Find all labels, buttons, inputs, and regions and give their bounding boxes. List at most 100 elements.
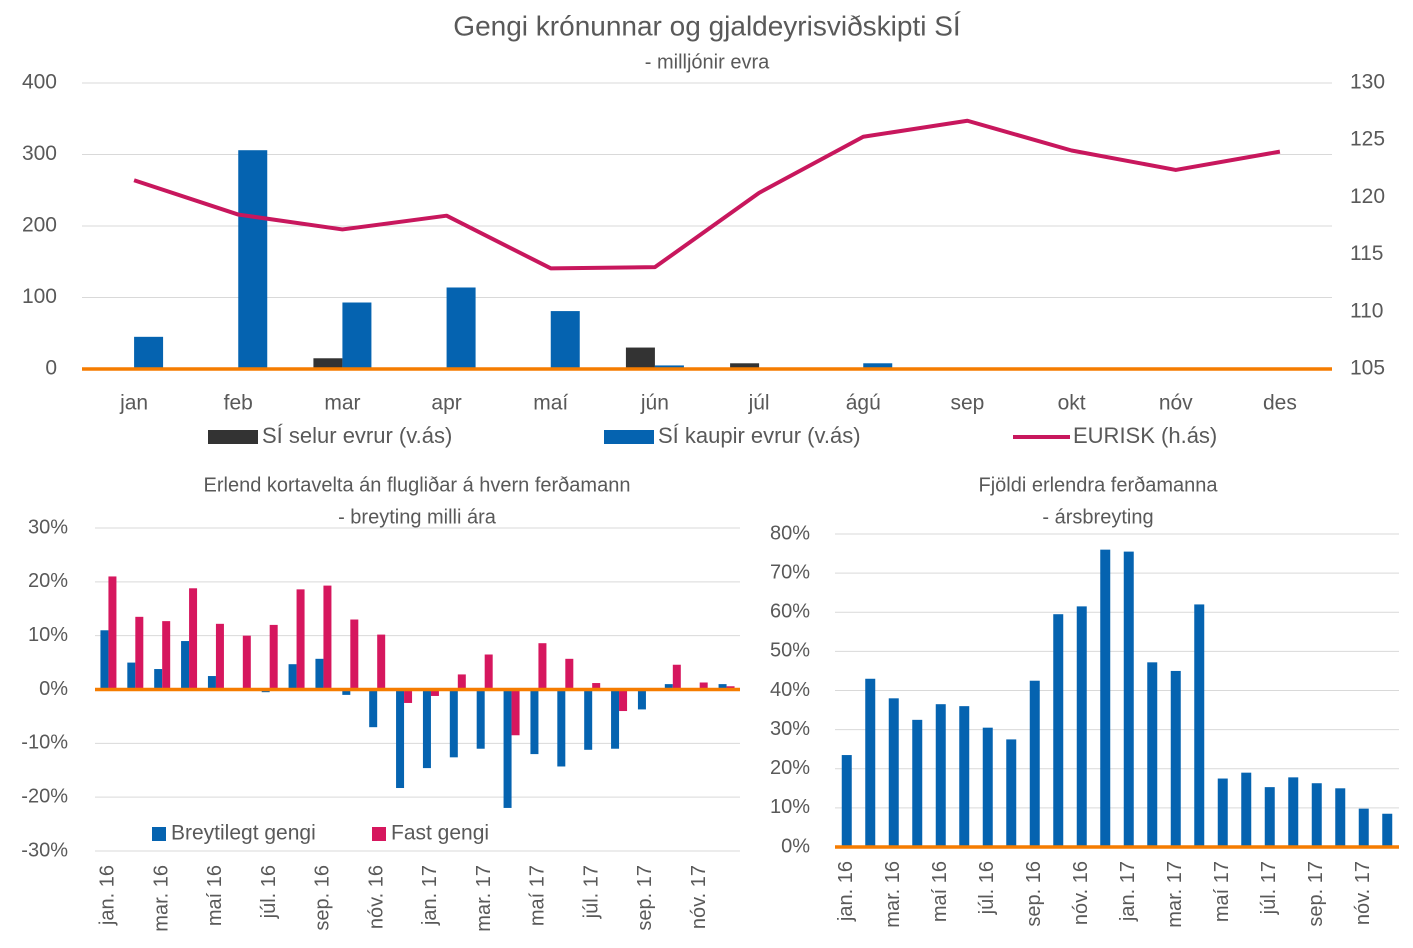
y-tick-label: 30% bbox=[770, 718, 810, 740]
x-tick-label: okt bbox=[1058, 392, 1086, 415]
bar bbox=[611, 689, 620, 749]
bar bbox=[654, 365, 684, 369]
x-tick-label: jan. 17 bbox=[1117, 861, 1139, 922]
y-tick-label: -30% bbox=[21, 839, 68, 861]
bar bbox=[457, 674, 466, 690]
y2-tick-label: 110 bbox=[1350, 299, 1383, 322]
chart-subtitle: - ársbreyting bbox=[1042, 506, 1153, 528]
bar bbox=[1076, 606, 1087, 847]
bar bbox=[449, 689, 458, 758]
x-tick-label: jan. 17 bbox=[419, 865, 441, 926]
legend-marker bbox=[372, 827, 386, 841]
bar bbox=[503, 689, 512, 808]
bar bbox=[207, 676, 216, 690]
y-tick-label: 10% bbox=[28, 624, 68, 646]
legend-marker bbox=[208, 430, 258, 444]
bar bbox=[100, 630, 109, 690]
bar bbox=[135, 616, 144, 690]
x-tick-label: jan. 16 bbox=[835, 861, 857, 922]
y-tick-label: 100 bbox=[22, 285, 57, 308]
y-tick-label: 300 bbox=[22, 142, 57, 165]
bar bbox=[313, 358, 343, 369]
bar bbox=[162, 621, 171, 690]
bar bbox=[959, 706, 970, 847]
bar bbox=[1358, 808, 1369, 847]
y-tick-label: 400 bbox=[22, 71, 57, 94]
y-tick-label: 30% bbox=[28, 516, 68, 538]
bar bbox=[422, 689, 431, 769]
x-tick-label: mar. 17 bbox=[1164, 861, 1186, 928]
x-tick-label: maí 17 bbox=[1211, 861, 1233, 922]
bar bbox=[430, 689, 439, 696]
bar bbox=[1100, 549, 1111, 847]
chart-title: Gengi krónunnar og gjaldeyrisviðskipti S… bbox=[453, 10, 961, 41]
bar bbox=[323, 585, 332, 690]
bar bbox=[342, 689, 351, 695]
chart-title: Erlend kortavelta án flugliðar á hvern f… bbox=[204, 474, 631, 496]
bar bbox=[982, 727, 993, 847]
x-tick-label: maí 17 bbox=[527, 865, 549, 926]
bar bbox=[342, 302, 372, 369]
y-tick-label: 50% bbox=[770, 640, 810, 662]
bar bbox=[865, 678, 876, 847]
bar bbox=[1311, 783, 1322, 847]
y-tick-label: 20% bbox=[770, 757, 810, 779]
x-tick-label: mar bbox=[324, 392, 360, 415]
bar bbox=[530, 689, 539, 755]
bar bbox=[538, 643, 547, 690]
x-tick-label: jún bbox=[640, 392, 669, 415]
legend-marker bbox=[604, 430, 654, 444]
bar bbox=[841, 755, 852, 847]
bar bbox=[1123, 551, 1134, 847]
bar bbox=[154, 669, 163, 690]
y-tick-label: 70% bbox=[770, 561, 810, 583]
bar bbox=[377, 634, 386, 690]
x-tick-label: mar. 16 bbox=[150, 865, 172, 932]
bar bbox=[1288, 777, 1299, 847]
y2-tick-label: 105 bbox=[1350, 357, 1385, 380]
legend-label: Fast gengi bbox=[391, 822, 489, 845]
bar bbox=[404, 689, 413, 703]
y-tick-label: -20% bbox=[21, 785, 68, 807]
x-tick-label: nóv. 17 bbox=[688, 865, 710, 929]
bar bbox=[511, 689, 520, 736]
x-tick-label: maí bbox=[533, 392, 568, 415]
bar bbox=[1217, 778, 1228, 847]
y2-tick-label: 115 bbox=[1350, 242, 1383, 265]
legend-marker bbox=[152, 827, 166, 841]
bar bbox=[625, 347, 655, 369]
bar bbox=[189, 588, 198, 690]
chart-subtitle: - breyting milli ára bbox=[338, 506, 497, 528]
x-tick-label: júl. 17 bbox=[580, 865, 602, 919]
x-tick-label: feb bbox=[224, 392, 253, 415]
y2-tick-label: 120 bbox=[1350, 185, 1385, 208]
bar bbox=[1053, 614, 1064, 847]
bar bbox=[584, 689, 593, 750]
bar bbox=[476, 689, 485, 749]
x-tick-label: sep. 16 bbox=[1023, 861, 1045, 927]
legend-label: Breytilegt gengi bbox=[171, 822, 316, 845]
bar bbox=[637, 689, 646, 710]
bar bbox=[1382, 813, 1393, 847]
x-tick-label: sep. 17 bbox=[634, 865, 656, 931]
bar bbox=[592, 683, 601, 690]
x-tick-label: maí 16 bbox=[929, 861, 951, 922]
y-tick-label: 80% bbox=[770, 522, 810, 544]
x-tick-label: nóv. 16 bbox=[1070, 861, 1092, 925]
x-tick-label: mar. 17 bbox=[473, 865, 495, 932]
bar bbox=[619, 689, 628, 712]
bar bbox=[565, 658, 574, 690]
bar bbox=[242, 635, 251, 690]
bar bbox=[296, 589, 305, 690]
bar bbox=[1335, 788, 1346, 847]
x-tick-label: sep. 17 bbox=[1305, 861, 1327, 927]
bar bbox=[350, 619, 359, 690]
bar bbox=[1006, 739, 1017, 847]
bar bbox=[396, 689, 405, 789]
y-tick-label: 20% bbox=[28, 570, 68, 592]
y2-tick-label: 130 bbox=[1350, 71, 1385, 94]
bar bbox=[181, 641, 190, 690]
y-tick-label: 200 bbox=[22, 214, 57, 237]
bar bbox=[446, 287, 476, 369]
